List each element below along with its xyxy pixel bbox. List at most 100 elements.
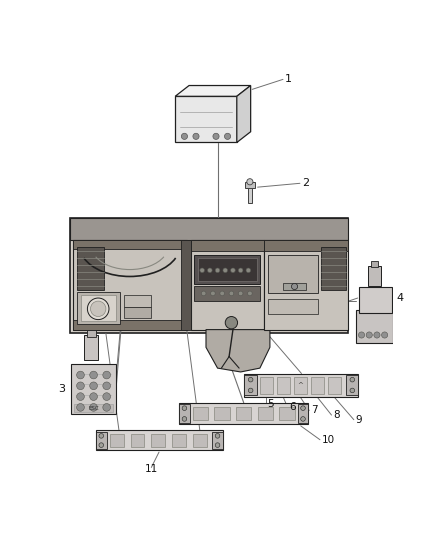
Bar (179, 405, 190, 423)
Text: 9: 9 (355, 415, 362, 425)
Circle shape (103, 403, 110, 411)
Text: ^: ^ (297, 382, 303, 388)
Bar (245, 182, 254, 188)
Circle shape (77, 382, 85, 390)
Bar (268, 255, 318, 294)
Circle shape (224, 133, 231, 140)
Bar (277, 377, 290, 393)
Bar (264, 239, 349, 329)
Circle shape (291, 284, 298, 289)
Circle shape (91, 301, 106, 317)
Circle shape (99, 433, 103, 438)
Circle shape (182, 417, 187, 421)
Text: 6: 6 (289, 402, 296, 413)
Circle shape (247, 291, 252, 296)
Circle shape (200, 268, 205, 273)
Polygon shape (237, 85, 251, 142)
Circle shape (248, 377, 253, 382)
Bar (298, 405, 308, 423)
Circle shape (374, 332, 380, 338)
Text: 3: 3 (59, 384, 66, 394)
Bar (78, 292, 120, 324)
Circle shape (201, 291, 206, 296)
Bar (244, 375, 257, 395)
Bar (346, 375, 358, 395)
Bar (96, 431, 223, 450)
Bar (368, 265, 381, 286)
Bar (73, 239, 187, 249)
Circle shape (208, 268, 212, 273)
Bar (124, 295, 151, 308)
Circle shape (193, 133, 199, 140)
Text: ESC: ESC (88, 406, 99, 410)
Bar (236, 407, 251, 421)
Bar (70, 218, 349, 239)
Bar (279, 407, 294, 421)
Circle shape (90, 403, 97, 411)
Bar (131, 433, 145, 447)
Circle shape (215, 443, 220, 447)
Circle shape (350, 377, 355, 382)
Text: 4: 4 (396, 293, 403, 303)
Bar (191, 239, 264, 329)
Bar (172, 433, 186, 447)
Circle shape (229, 291, 234, 296)
Circle shape (301, 417, 305, 421)
Circle shape (381, 332, 388, 338)
Bar (328, 377, 341, 393)
Polygon shape (206, 329, 270, 372)
Bar (311, 377, 324, 393)
Bar (124, 308, 151, 318)
Circle shape (90, 371, 97, 379)
Bar (78, 247, 104, 289)
Bar (193, 407, 208, 421)
Bar (359, 287, 392, 313)
Circle shape (223, 268, 228, 273)
Circle shape (77, 393, 85, 400)
Text: 2: 2 (302, 179, 309, 188)
Polygon shape (73, 239, 187, 329)
Circle shape (181, 133, 187, 140)
Circle shape (77, 403, 85, 411)
Circle shape (220, 291, 225, 296)
Bar (268, 299, 318, 314)
Circle shape (247, 179, 253, 185)
Bar (247, 187, 252, 203)
Bar (283, 284, 306, 289)
Text: 8: 8 (333, 410, 340, 420)
Bar (179, 403, 308, 424)
Circle shape (358, 332, 364, 338)
Text: 1: 1 (285, 75, 292, 84)
Bar (215, 407, 230, 421)
Bar (71, 364, 116, 414)
Bar (151, 433, 165, 447)
Bar (181, 239, 191, 329)
Text: 10: 10 (321, 435, 335, 445)
Bar (87, 330, 96, 336)
Bar (321, 247, 346, 289)
Bar (371, 261, 378, 267)
Circle shape (301, 406, 305, 410)
Circle shape (88, 298, 109, 320)
Bar (73, 320, 187, 329)
Bar (110, 433, 124, 447)
Circle shape (211, 291, 215, 296)
Text: 11: 11 (145, 464, 159, 474)
Polygon shape (175, 85, 251, 96)
Circle shape (248, 388, 253, 393)
Circle shape (103, 382, 110, 390)
Bar (356, 310, 393, 343)
Text: 7: 7 (311, 406, 318, 415)
Text: 5: 5 (268, 399, 274, 408)
Circle shape (103, 371, 110, 379)
Circle shape (99, 443, 103, 447)
Circle shape (350, 388, 355, 393)
Circle shape (182, 406, 187, 410)
Bar (264, 239, 349, 251)
Bar (198, 258, 257, 281)
Bar (258, 407, 273, 421)
Bar (244, 374, 358, 397)
Polygon shape (70, 218, 349, 334)
Bar (85, 335, 98, 360)
Bar (193, 433, 207, 447)
